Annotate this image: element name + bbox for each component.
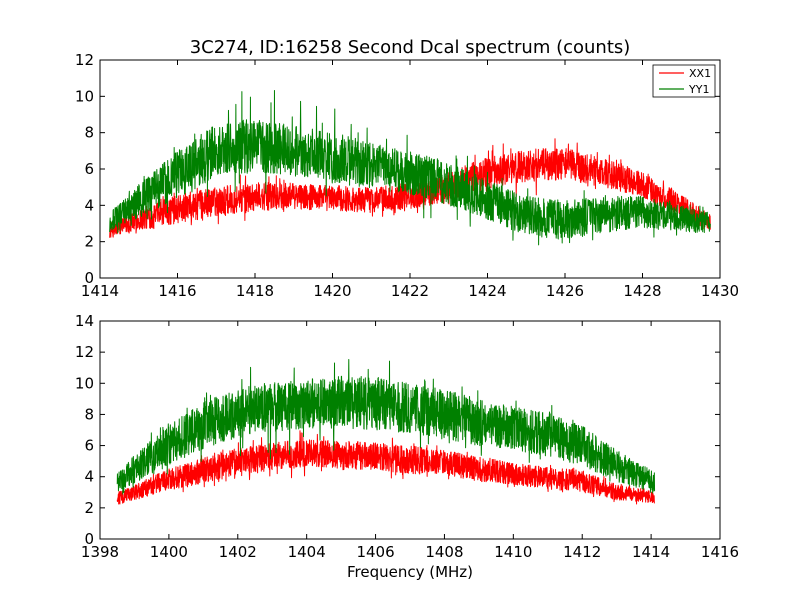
bottom-x-tick-label: 1402 [219,543,257,561]
bottom-y-tick-label: 6 [84,437,94,455]
top-x-tick-label: 1426 [546,282,584,300]
bottom-series-yy1 [116,359,656,495]
top-chart-title: 3C274, ID:16258 Second Dcal spectrum (co… [190,37,631,58]
bottom-x-tick-label: 1412 [563,543,601,561]
top-series-xx1 [109,138,711,238]
bottom-x-tick-label: 1416 [701,543,739,561]
bottom-x-tick-label: 1408 [425,543,463,561]
top-x-tick-label: 1414 [81,282,119,300]
bottom-x-tick-label: 1400 [150,543,188,561]
top-chart: 3C274, ID:16258 Second Dcal spectrum (co… [75,37,739,300]
bottom-plot-area [116,359,656,505]
bottom-y-tick-label: 0 [84,530,94,548]
bottom-chart: 1398 1400 1402 1404 1406 1408 1410 1412 1414 1416… [75,312,739,581]
bottom-y-tick-label: 14 [75,312,94,330]
top-y-tick-label: 4 [84,196,94,214]
top-y-tick-label: 0 [84,269,94,287]
legend-box [652,64,716,98]
legend: XX1 YY1 [652,64,716,98]
top-series-yy1 [109,90,711,246]
top-x-tick-label: 1416 [158,282,196,300]
bottom-x-axis-label: Frequency (MHz) [347,563,473,581]
bottom-y-tick-label: 8 [84,405,94,423]
top-x-tick-label: 1430 [701,282,739,300]
legend-label-yy1: YY1 [688,83,709,96]
top-y-tick-label: 6 [84,160,94,178]
bottom-y-tick-label: 4 [84,468,94,486]
top-x-tick-label: 1428 [623,282,661,300]
top-y-tick-label: 10 [75,87,94,105]
bottom-y-tick-label: 12 [75,343,94,361]
bottom-x-tick-label: 1410 [494,543,532,561]
top-axis-ticks: 1414 1416 1418 1420 1422 1424 1426 1428 1430 0 2 4 6… [75,51,739,300]
bottom-x-tick-label: 1414 [632,543,670,561]
top-x-tick-label: 1422 [391,282,429,300]
bottom-y-tick-label: 2 [84,499,94,517]
top-y-tick-label: 12 [75,51,94,69]
bottom-axis-ticks: 1398 1400 1402 1404 1406 1408 1410 1412 1414 1416… [75,312,739,561]
bottom-x-tick-label: 1406 [356,543,394,561]
top-x-tick-label: 1424 [468,282,506,300]
top-x-tick-label: 1420 [313,282,351,300]
bottom-y-tick-label: 10 [75,374,94,392]
bottom-series-xx1 [116,430,655,505]
top-y-tick-label: 2 [84,233,94,251]
bottom-x-tick-label: 1398 [81,543,119,561]
legend-label-xx1: XX1 [689,67,711,80]
top-x-tick-label: 1418 [236,282,274,300]
top-y-tick-label: 8 [84,124,94,142]
top-plot-area [109,90,711,246]
bottom-plot-frame [99,320,721,540]
top-plot-frame [99,59,721,279]
bottom-x-tick-label: 1404 [288,543,326,561]
